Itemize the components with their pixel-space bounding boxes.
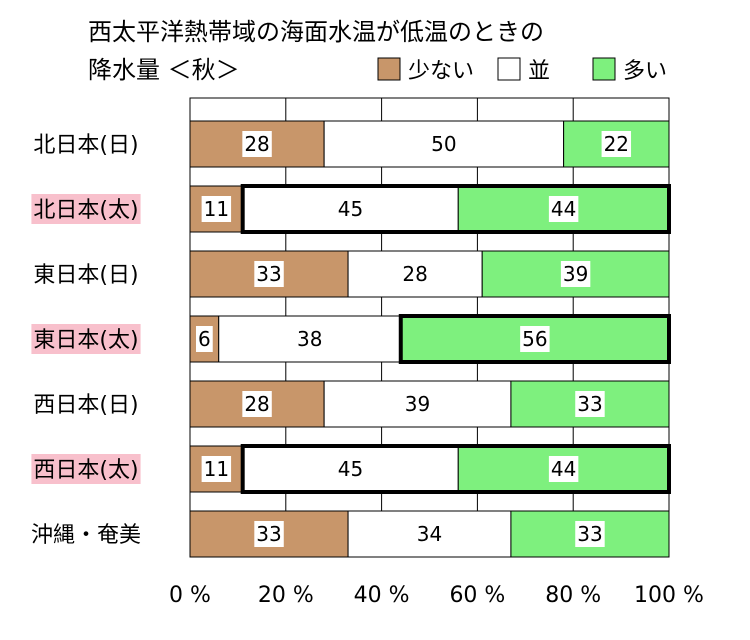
- category-labels: 北日本(日) 北日本(太) 東日本(日) 東日本(太) 西日本(日) 西日本(太) 沖縄・奄…: [31, 133, 141, 548]
- data-label-bg: [575, 391, 605, 417]
- category-label-highlight: [31, 194, 141, 224]
- data-label-bg: [201, 196, 232, 222]
- legend: 少ない 並 多い: [377, 57, 667, 84]
- data-label: 39: [563, 262, 588, 286]
- data-label-bg: [242, 131, 272, 157]
- data-label-bg: [601, 131, 632, 157]
- chart-subtitle: 降水量 ＜秋＞: [88, 56, 240, 84]
- bar-segment: [218, 315, 402, 363]
- category-label: 西日本(太): [33, 458, 138, 483]
- data-label-bg: [560, 261, 591, 287]
- x-tick-label: 80 %: [545, 583, 601, 608]
- data-label-bg: [548, 196, 579, 222]
- data-label: 56: [522, 327, 547, 351]
- data-label-bg: [254, 261, 284, 287]
- legend-label: 並: [528, 59, 550, 84]
- x-tick-label: 60 %: [449, 583, 505, 608]
- data-label-bg: [575, 521, 605, 547]
- data-label-bg: [548, 456, 579, 482]
- bar-segment: [347, 250, 483, 298]
- value-labels: 28 50 22 11 45 44 33 28 39 6 38 56 28 39 33 11 45 44 33 34 3…: [196, 131, 632, 547]
- emphasis-boxes: [240, 184, 671, 494]
- category-label: 北日本(日): [33, 133, 138, 158]
- data-label: 28: [402, 262, 427, 286]
- legend-label: 多い: [623, 59, 667, 84]
- data-label: 33: [256, 262, 281, 286]
- data-label: 38: [297, 327, 322, 351]
- data-label: 33: [577, 392, 602, 416]
- category-label: 東日本(日): [33, 263, 138, 288]
- data-label: 28: [244, 132, 269, 156]
- bar-segment: [347, 510, 512, 558]
- x-tick-label: 40 %: [354, 583, 410, 608]
- data-label: 39: [405, 392, 430, 416]
- data-label: 44: [551, 197, 576, 221]
- category-label-highlight: [31, 324, 141, 354]
- category-label: 沖縄・奄美: [31, 523, 141, 548]
- data-label: 44: [551, 457, 576, 481]
- category-label: 北日本(太): [33, 198, 138, 223]
- data-label: 50: [431, 132, 456, 156]
- data-label: 22: [604, 132, 629, 156]
- bar-segment: [242, 185, 459, 233]
- category-label-highlight: [31, 454, 141, 484]
- data-label: 34: [417, 522, 442, 546]
- bar-segment: [323, 380, 512, 428]
- category-label: 東日本(太): [33, 328, 138, 353]
- category-label: 西日本(日): [33, 393, 138, 418]
- data-label: 45: [338, 197, 363, 221]
- data-label-bg: [201, 456, 232, 482]
- emphasis-box: [240, 184, 671, 234]
- emphasis-box: [398, 314, 671, 364]
- data-label: 11: [204, 197, 229, 221]
- x-tick-label: 0 %: [169, 583, 211, 608]
- data-label: 33: [256, 522, 281, 546]
- legend-swatch: [592, 57, 616, 81]
- legend-swatch: [497, 57, 521, 81]
- chart-title: 西太平洋熱帯域の海面水温が低温のときの: [88, 18, 544, 46]
- data-label: 11: [204, 457, 229, 481]
- data-label: 28: [244, 392, 269, 416]
- legend-swatch: [377, 57, 401, 81]
- data-label-bg: [242, 391, 272, 417]
- data-label: 33: [577, 522, 602, 546]
- x-tick-label: 100 %: [634, 583, 704, 608]
- data-label-bg: [196, 326, 213, 352]
- data-label-bg: [254, 521, 284, 547]
- bar-segment: [323, 120, 565, 168]
- data-label-bg: [520, 326, 550, 352]
- legend-label: 少ない: [408, 59, 474, 84]
- emphasis-box: [240, 444, 671, 494]
- data-label: 6: [198, 327, 211, 351]
- x-tick-label: 20 %: [258, 583, 314, 608]
- data-label: 45: [338, 457, 363, 481]
- x-tick-labels: 0 % 20 % 40 % 60 % 80 % 100 %: [169, 583, 704, 608]
